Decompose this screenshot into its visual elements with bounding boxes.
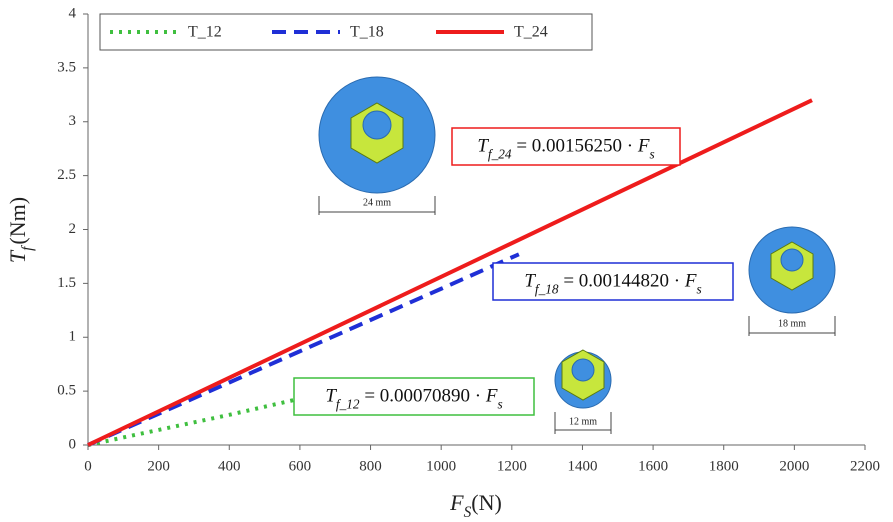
equation-part: = 0.00144820 · bbox=[559, 271, 685, 292]
y-tick-label: 1 bbox=[69, 329, 77, 345]
bolt-12: 12 mm bbox=[555, 350, 611, 434]
bolt-24: 24 mm bbox=[319, 77, 435, 215]
x-tick-label: 200 bbox=[147, 458, 170, 474]
equation-part: f_24 bbox=[488, 146, 512, 161]
bolt-18: 18 mm bbox=[749, 227, 835, 336]
bolt-label: 12 mm bbox=[569, 416, 597, 427]
x-tick-label: 600 bbox=[289, 458, 312, 474]
bolt-label: 18 mm bbox=[778, 318, 806, 329]
x-tick-label: 1000 bbox=[426, 458, 456, 474]
equation-part: s bbox=[696, 281, 701, 296]
x-tick-label: 400 bbox=[218, 458, 241, 474]
equation-part: s bbox=[497, 396, 502, 411]
equation-part: f_18 bbox=[535, 281, 559, 296]
y-tick-label: 0 bbox=[69, 436, 77, 452]
label-part: (N) bbox=[471, 490, 502, 515]
legend-label: T_12 bbox=[188, 24, 222, 41]
equation-part: s bbox=[649, 146, 654, 161]
equation-part: F bbox=[684, 271, 697, 292]
x-axis-label: FS(N) bbox=[449, 490, 502, 521]
y-tick-label: 2.5 bbox=[57, 167, 76, 183]
y-axis-label: Tf(Nm) bbox=[5, 197, 36, 263]
x-tick-label: 1600 bbox=[638, 458, 668, 474]
bolt-label: 24 mm bbox=[363, 197, 391, 208]
legend: T_12 T_18 T_24 bbox=[100, 14, 592, 50]
equation-part: F bbox=[637, 136, 650, 157]
equation-part: = 0.00156250 · bbox=[512, 136, 638, 157]
x-tick-label: 2000 bbox=[779, 458, 809, 474]
y-tick-label: 1.5 bbox=[57, 275, 76, 291]
equation-part: f_12 bbox=[336, 396, 360, 411]
x-tick-label: 1200 bbox=[497, 458, 527, 474]
y-tick-label: 4 bbox=[69, 5, 77, 21]
x-tick-label: 1400 bbox=[567, 458, 597, 474]
x-tick-label: 2200 bbox=[850, 458, 880, 474]
chart: 24 mm 18 mm 12 mm 0 200 400 600 800 1000 1200 1… bbox=[0, 0, 893, 522]
y-tick-label: 3.5 bbox=[57, 59, 76, 75]
y-tick-label: 2 bbox=[69, 221, 77, 237]
legend-label: T_24 bbox=[514, 24, 548, 41]
legend-label: T_18 bbox=[350, 24, 384, 41]
label-part: (Nm) bbox=[5, 197, 30, 245]
equation-part: F bbox=[485, 386, 498, 407]
x-tick-label: 1800 bbox=[709, 458, 739, 474]
x-tick-label: 800 bbox=[359, 458, 382, 474]
equation-part: = 0.00070890 · bbox=[360, 386, 486, 407]
label-part: F bbox=[449, 490, 464, 515]
x-tick-label: 0 bbox=[84, 458, 92, 474]
y-tick-label: 0.5 bbox=[57, 383, 76, 399]
series-line bbox=[88, 399, 300, 445]
y-tick-label: 3 bbox=[69, 113, 77, 129]
